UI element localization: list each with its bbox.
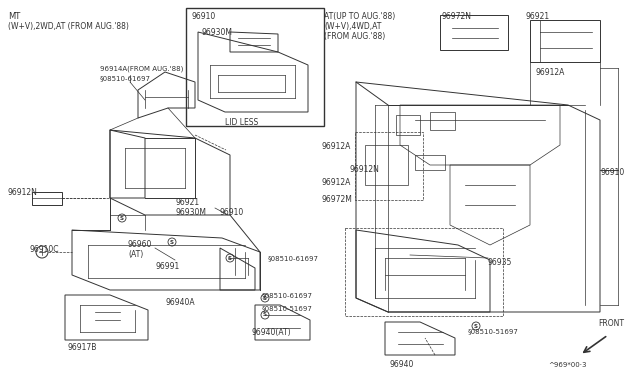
- Bar: [345, 228, 503, 316]
- Text: §08510-51697: §08510-51697: [262, 305, 313, 311]
- Text: LID LESS: LID LESS: [225, 118, 258, 127]
- Text: 96991: 96991: [155, 262, 179, 271]
- Text: FRONT: FRONT: [598, 319, 624, 328]
- Text: S: S: [263, 295, 267, 301]
- Text: 96960: 96960: [128, 240, 152, 249]
- Text: S: S: [170, 240, 174, 244]
- Text: S: S: [474, 324, 478, 328]
- Text: 96940(AT): 96940(AT): [252, 328, 292, 337]
- Text: 96921: 96921: [526, 12, 550, 21]
- Text: 96972N: 96972N: [442, 12, 472, 21]
- Text: 96972M: 96972M: [322, 195, 353, 204]
- Text: 96930M: 96930M: [202, 28, 233, 37]
- Text: MT: MT: [8, 12, 20, 21]
- Text: S: S: [263, 312, 267, 317]
- Text: 96917B: 96917B: [68, 343, 97, 353]
- Text: 96940: 96940: [390, 360, 414, 369]
- Text: AT(UP TO AUG.'88): AT(UP TO AUG.'88): [324, 12, 396, 21]
- Text: 96914A(FROM AUG.'88): 96914A(FROM AUG.'88): [100, 65, 184, 71]
- Text: §08510-51697: §08510-51697: [468, 328, 519, 334]
- Bar: [186, 8, 324, 126]
- Text: 96912N: 96912N: [8, 188, 38, 197]
- Text: (FROM AUG.'88): (FROM AUG.'88): [324, 32, 385, 41]
- Text: §08510-61697: §08510-61697: [268, 255, 319, 261]
- Text: (W+V),2WD,AT (FROM AUG.'88): (W+V),2WD,AT (FROM AUG.'88): [8, 22, 129, 31]
- Text: 96910C: 96910C: [30, 246, 60, 254]
- Text: 96921: 96921: [175, 198, 199, 207]
- Text: §08510-61697: §08510-61697: [262, 292, 313, 298]
- Text: (AT): (AT): [128, 250, 143, 259]
- Text: 96912A: 96912A: [322, 142, 351, 151]
- Text: 96940A: 96940A: [165, 298, 195, 307]
- Text: 96912A: 96912A: [536, 68, 565, 77]
- Text: 96912N: 96912N: [350, 165, 380, 174]
- Text: 96930M: 96930M: [175, 208, 206, 217]
- Text: 96910: 96910: [192, 12, 216, 21]
- Bar: [355, 132, 423, 200]
- Text: S: S: [120, 215, 124, 221]
- Text: 96910: 96910: [220, 208, 244, 217]
- Text: 96910: 96910: [601, 168, 625, 177]
- Text: 96912A: 96912A: [322, 178, 351, 187]
- Text: §08510-61697: §08510-61697: [100, 75, 151, 81]
- Text: ^969*00·3: ^969*00·3: [548, 362, 586, 368]
- Text: S: S: [228, 256, 232, 260]
- Text: 96935: 96935: [488, 258, 513, 267]
- Text: (W+V),4WD,AT: (W+V),4WD,AT: [324, 22, 381, 31]
